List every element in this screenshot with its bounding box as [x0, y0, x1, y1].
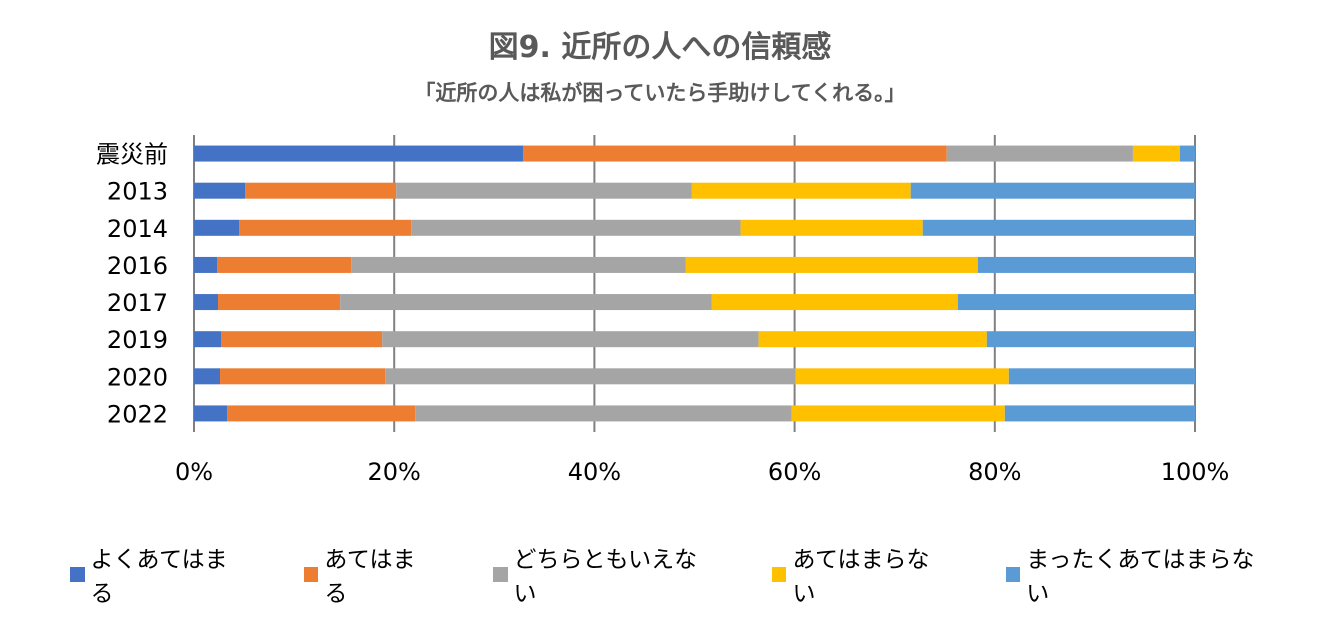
bar-segment [795, 368, 1009, 385]
bar-segment [758, 331, 987, 348]
bar-segment [396, 182, 692, 199]
category-label: 2017 [107, 289, 168, 317]
legend-label: あてはまらない [792, 547, 930, 607]
bar-segment [523, 145, 947, 162]
bar-segment [194, 405, 228, 422]
legend-label: よくあてはまる [90, 547, 228, 607]
legend-item: まったくあてはまらない [1005, 540, 1270, 608]
bar-segment [382, 331, 759, 348]
bar-segment [910, 182, 1195, 199]
legend: よくあてはまる あてはまる どちらともいえない あてはまらない まったくあてはまらない [70, 540, 1270, 608]
chart-subtitle: 「近所の人は私が困っていたら手助けしてくれる。」 [414, 81, 906, 105]
x-tick-label: 100% [1161, 458, 1230, 486]
bar-segment [194, 182, 246, 199]
bar-segment [1008, 368, 1195, 385]
bar-segment [977, 256, 1195, 273]
x-tick-label: 80% [968, 458, 1021, 486]
bar-segment [1004, 405, 1195, 422]
bar-segment [245, 182, 397, 199]
bar-segment [194, 256, 218, 273]
legend-swatch [493, 566, 508, 582]
bar-segment [1179, 145, 1195, 162]
bar-segment [415, 405, 792, 422]
bar-segment [691, 182, 911, 199]
legend-swatch [1005, 566, 1021, 582]
category-label: 2020 [107, 363, 168, 391]
legend-label: まったくあてはまらない [1026, 547, 1255, 607]
x-tick-label: 0% [175, 458, 213, 486]
bar-segment [218, 294, 341, 311]
bar-segment [791, 405, 1005, 422]
x-tick-label: 40% [568, 458, 621, 486]
category-label: 2022 [107, 400, 168, 428]
bar-segment [220, 368, 386, 385]
legend-item: あてはまらない [771, 540, 948, 608]
legend-label: あてはまる [324, 547, 416, 607]
x-tick-label: 60% [768, 458, 821, 486]
bar-segment [711, 294, 958, 311]
bar-segment [685, 256, 978, 273]
legend-swatch [70, 566, 85, 582]
category-label: 2014 [107, 215, 168, 243]
bar-segment [194, 294, 219, 311]
bar-segment [221, 331, 383, 348]
bar-segment [351, 256, 686, 273]
category-label: 2019 [107, 326, 168, 354]
category-label: 震災前 [96, 141, 168, 169]
bar-segment [986, 331, 1195, 348]
bar-segment [740, 219, 923, 236]
legend-item: よくあてはまる [70, 540, 246, 608]
legend-item: あてはまる [303, 540, 435, 608]
bar-segment [239, 219, 412, 236]
legend-swatch [771, 566, 787, 582]
bar-segment [340, 294, 712, 311]
bar-segment [1132, 145, 1180, 162]
legend-swatch [303, 566, 319, 582]
x-tick-label: 20% [368, 458, 421, 486]
bar-segment [194, 219, 240, 236]
category-label: 2016 [107, 252, 168, 280]
bar-segment [194, 368, 221, 385]
bar-segment [194, 145, 524, 162]
bar-segment [946, 145, 1133, 162]
bar-segment [217, 256, 352, 273]
legend-label: どちらともいえない [513, 547, 698, 607]
bar-segment [194, 331, 222, 348]
bar-segment [922, 219, 1195, 236]
bar-segment [227, 405, 416, 422]
bar-segment [385, 368, 796, 385]
chart-title: 図9. 近所の人への信頼感 [488, 30, 832, 65]
legend-item: どちらともいえない [493, 540, 714, 608]
category-label: 2013 [107, 178, 168, 206]
bar-segment [957, 294, 1195, 311]
bar-segment [411, 219, 741, 236]
